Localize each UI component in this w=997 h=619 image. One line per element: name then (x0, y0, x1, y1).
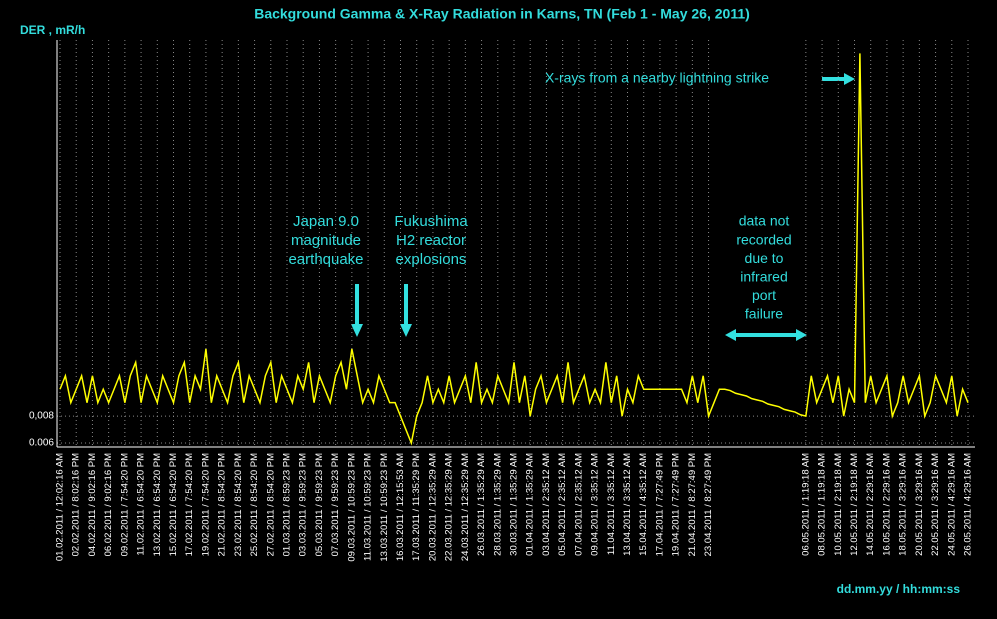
x-tick-label: 18.05.2011 / 3:29:16 AM (898, 453, 909, 556)
annotation: recorded (736, 231, 791, 247)
annotation: infrared (740, 269, 787, 285)
x-tick-label: 03.03.2011 / 9:59:23 PM (298, 453, 309, 556)
chart-title: Background Gamma & X-Ray Radiation in Ka… (254, 6, 750, 22)
x-tick-label: 19.02.2011 / 7:54:20 PM (200, 453, 211, 556)
x-tick-label: 01.03.2011 / 8:59:23 PM (282, 453, 293, 556)
x-tick-label: 21.02.2011 / 8:54:20 PM (217, 453, 228, 556)
x-tick-label: 20.05.2011 / 3:29:16 AM (914, 453, 925, 556)
x-tick-label: 11.04.2011 / 3:35:12 AM (606, 453, 617, 555)
annotation: X-rays from a nearby lightning strike (545, 70, 769, 86)
x-tick-label: 01.04.2011 / 1:35:29 AM (525, 453, 536, 556)
y-tick-label: 0,008 (29, 411, 54, 422)
x-tick-label: 13.03.2011 / 10:59:23 PM (379, 453, 390, 562)
x-tick-label: 09.04.2011 / 3:35:12 AM (590, 453, 601, 556)
x-tick-label: 03.04.2011 / 2:35:12 AM (541, 453, 552, 556)
annotation: port (752, 287, 776, 303)
x-tick-label: 11.03.2011 / 10:59:23 PM (363, 453, 374, 561)
x-tick-label: 28.03.2011 / 1:35:29 AM (492, 453, 503, 556)
arrow-head (796, 329, 807, 341)
annotation: magnitude (291, 232, 361, 249)
x-tick-label: 21.04.2011 / 8:27:49 PM (687, 453, 698, 556)
x-tick-label: 22.03.2011 / 12:35:29 AM (444, 453, 455, 561)
x-tick-label: 17.02.2011 / 7:54:20 PM (184, 453, 195, 556)
x-tick-label: 22.05.2011 / 3:29:16 AM (930, 453, 941, 556)
x-tick-label: 24.03.2011 / 12:35:29 AM (460, 453, 471, 561)
x-tick-label: 17.04.2011 / 7:27:49 PM (654, 453, 665, 556)
x-tick-label: 23.02.2011 / 8:54:20 PM (233, 453, 244, 556)
x-tick-label: 16.03.2011 / 12:15:53 AM (395, 453, 406, 561)
annotation: H2 reactor (396, 232, 466, 249)
x-axis-label: dd.mm.yy / hh:mm:ss (837, 582, 961, 596)
x-tick-label: 06.02.2011 / 9:02:16 PM (103, 453, 114, 556)
x-tick-label: 09.02.2011 / 7:54:20 PM (119, 453, 130, 556)
x-tick-label: 08.05.2011 / 1:19:18 AM (817, 453, 828, 556)
x-tick-label: 26.03.2011 / 1:35:29 AM (476, 453, 487, 556)
annotation: data not (739, 213, 790, 229)
arrows (351, 73, 855, 341)
x-tick-label: 12.05.2011 / 2:19:18 AM (849, 453, 860, 556)
arrow-head (351, 324, 363, 337)
x-tick-label: 19.04.2011 / 7:27:49 PM (671, 453, 682, 556)
x-tick-label: 15.02.2011 / 6:54:20 PM (168, 453, 179, 556)
x-tick-label: 02.02.2011 / 8:02:16 PM (71, 453, 82, 556)
x-tick-label: 10.05.2011 / 2:19:18 AM (833, 453, 844, 556)
x-tick-label: 11.02.2011 / 6:54:20 PM (136, 453, 147, 556)
x-tick-label: 30.03.2011 / 1:35:29 AM (509, 453, 520, 556)
x-tick-label: 13.02.2011 / 6:54:20 PM (152, 453, 163, 556)
x-tick-label: 26.05.2011 / 4:29:16 AM (963, 453, 974, 556)
y-axis-label: DER , mR/h (20, 23, 85, 37)
annotation: Japan 9.0 (293, 213, 359, 230)
arrow-head (400, 324, 412, 337)
x-tick-label: 17.03.2011 / 11:35:29 PM (411, 453, 422, 561)
data-line (59, 53, 969, 446)
x-tick-label: 09.03.2011 / 10:59:23 PM (346, 453, 357, 562)
x-tick-label: 13.04.2011 / 3:35:12 AM (622, 453, 633, 556)
x-tick-label: 07.03.2011 / 9:59:23 PM (330, 453, 341, 556)
x-tick-label: 05.03.2011 / 9:59:23 PM (314, 453, 325, 556)
annotation: failure (745, 306, 783, 322)
annotation: earthquake (288, 251, 363, 268)
x-tick-label: 23.04.2011 / 8:27:49 PM (703, 453, 714, 556)
x-tick-label: 04.02.2011 / 9:02:16 PM (87, 453, 98, 556)
x-tick-label: 20.03.2011 / 12:35:29 AM (427, 453, 438, 561)
x-tick-label: 25.02.2011 / 8:54:20 PM (249, 453, 260, 556)
x-tick-label: 14.05.2011 / 2:29:16 AM (865, 453, 876, 556)
y-tick-label: 0.006 (29, 438, 54, 449)
x-tick-label: 01.02.2011 / 12:02:16 AM (55, 453, 66, 561)
annotation: explosions (396, 251, 467, 268)
arrow-head (844, 73, 855, 85)
x-tick-label: 05.04.2011 / 2:35:12 AM (557, 453, 568, 556)
x-tick-label: 24.05.2011 / 4:29:16 AM (946, 453, 957, 556)
x-tick-label: 07.04.2011 / 2:35:12 AM (573, 453, 584, 556)
x-tick-label: 16.05.2011 / 2:29:16 AM (881, 453, 892, 556)
arrow-head (725, 329, 736, 341)
x-tick-label: 27.02.2011 / 8:54:20 PM (265, 453, 276, 556)
annotation: due to (745, 250, 784, 266)
x-tick-label: 06.05.2011 / 1:19:18 AM (800, 453, 811, 556)
annotation: Fukushima (394, 213, 468, 230)
x-tick-label: 15.04.2011 / 4:35:12 AM (638, 453, 649, 556)
